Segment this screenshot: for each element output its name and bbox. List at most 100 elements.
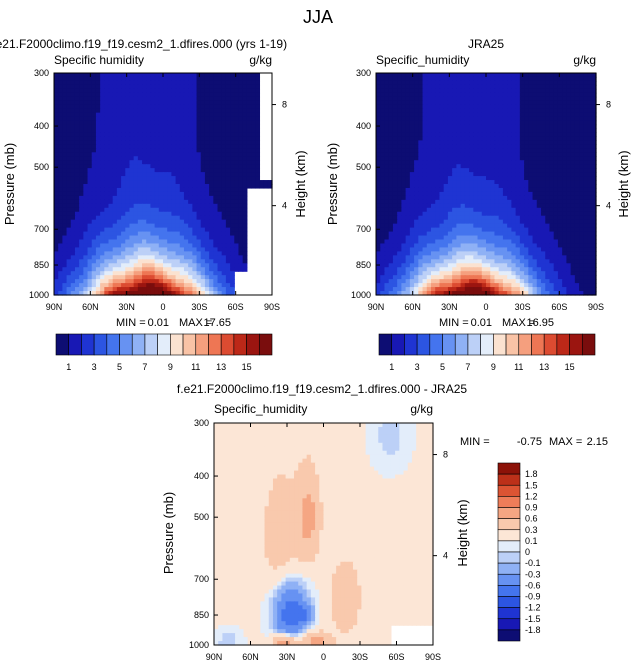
contour-cell [460, 108, 466, 114]
contour-cell [121, 287, 126, 292]
contour-cell [112, 251, 118, 256]
contour-cell [183, 267, 189, 272]
contour-cell [154, 267, 160, 272]
contour-cell [426, 199, 432, 205]
contour-cell [490, 223, 496, 229]
contour-cell [238, 259, 244, 264]
contour-cell [209, 156, 214, 161]
contour-cell [200, 279, 206, 284]
contour-cell [587, 120, 593, 126]
contour-cell [183, 180, 189, 185]
contour-cell [583, 73, 589, 78]
contour-cell [167, 235, 172, 241]
contour-cell [242, 199, 248, 205]
contour-cell [502, 172, 508, 177]
contour-cell [486, 80, 491, 86]
contour-cell [171, 231, 177, 237]
contour-cell [587, 211, 593, 217]
contour-cell [405, 207, 411, 213]
contour-cell [70, 263, 76, 268]
contour-cell [392, 231, 398, 237]
contour-cell [79, 243, 84, 249]
contour-cell [137, 259, 143, 264]
contour-cell [570, 191, 576, 197]
contour-cell [108, 207, 114, 213]
contour-cell [137, 247, 143, 252]
contour-cell [431, 128, 436, 134]
contour-cell [129, 128, 135, 134]
contour-cell [58, 219, 63, 225]
contour-cell [481, 160, 487, 165]
contour-cell [456, 215, 462, 221]
contour-cell [146, 223, 152, 229]
contour-cell [486, 160, 491, 165]
contour-cell [154, 215, 160, 221]
contour-cell [83, 203, 89, 209]
contour-cell [74, 152, 80, 157]
contour-cell [242, 144, 248, 149]
contour-cell [242, 239, 248, 245]
contour-cell [380, 73, 386, 78]
contour-cell [481, 120, 487, 126]
contour-cell [58, 271, 63, 276]
contour-cell [150, 156, 156, 161]
contour-cell [154, 136, 160, 141]
contour-cell [196, 184, 202, 189]
contour-cell [70, 116, 76, 122]
contour-cell [426, 195, 432, 201]
contour-cell [112, 144, 118, 149]
contour-cell [234, 76, 240, 82]
contour-cell [192, 148, 198, 153]
contour-cell [154, 164, 160, 169]
contour-cell [246, 148, 252, 153]
contour-cell [66, 243, 72, 249]
contour-cell [486, 84, 491, 90]
contour-cell [452, 92, 457, 98]
contour-cell [507, 187, 512, 193]
contour-cell [200, 124, 206, 130]
contour-cell [587, 96, 593, 102]
contour-cell [100, 88, 105, 94]
contour-cell [498, 88, 504, 94]
contour-cell [125, 148, 131, 153]
contour-cell [502, 211, 508, 217]
contour-cell [528, 195, 534, 201]
contour-cell [443, 231, 449, 237]
contour-cell [83, 164, 89, 169]
contour-cell [452, 100, 457, 106]
contour-cell [171, 267, 177, 272]
contour-cell [242, 263, 248, 268]
contour-cell [570, 92, 576, 98]
contour-cell [392, 199, 398, 205]
contour-cell [384, 219, 390, 225]
contour-cell [388, 227, 394, 233]
contour-cell [79, 203, 84, 209]
contour-cell [409, 152, 415, 157]
contour-cell [405, 195, 411, 201]
contour-cell [79, 283, 84, 288]
contour-cell [405, 215, 411, 221]
contour-cell [460, 140, 466, 145]
contour-cell [125, 92, 131, 98]
contour-cell [175, 199, 181, 205]
contour-cell [536, 80, 542, 86]
contour-cell [129, 88, 135, 94]
contour-cell [536, 104, 542, 110]
contour-cell [376, 132, 381, 138]
contour-cell [246, 180, 252, 185]
contour-cell [469, 231, 474, 237]
contour-cell [515, 104, 521, 110]
contour-cell [388, 243, 394, 249]
contour-cell [87, 168, 93, 173]
contour-cell [490, 148, 496, 153]
contour-cell [116, 180, 122, 185]
contour-cell [213, 191, 219, 197]
contour-cell [70, 180, 76, 185]
contour-cell [528, 207, 534, 213]
contour-cell [242, 243, 248, 249]
x-tick-label: 0 [160, 302, 165, 312]
contour-cell [163, 251, 168, 256]
contour-cell [100, 191, 105, 197]
contour-cell [125, 164, 131, 169]
contour-cell [58, 124, 63, 130]
